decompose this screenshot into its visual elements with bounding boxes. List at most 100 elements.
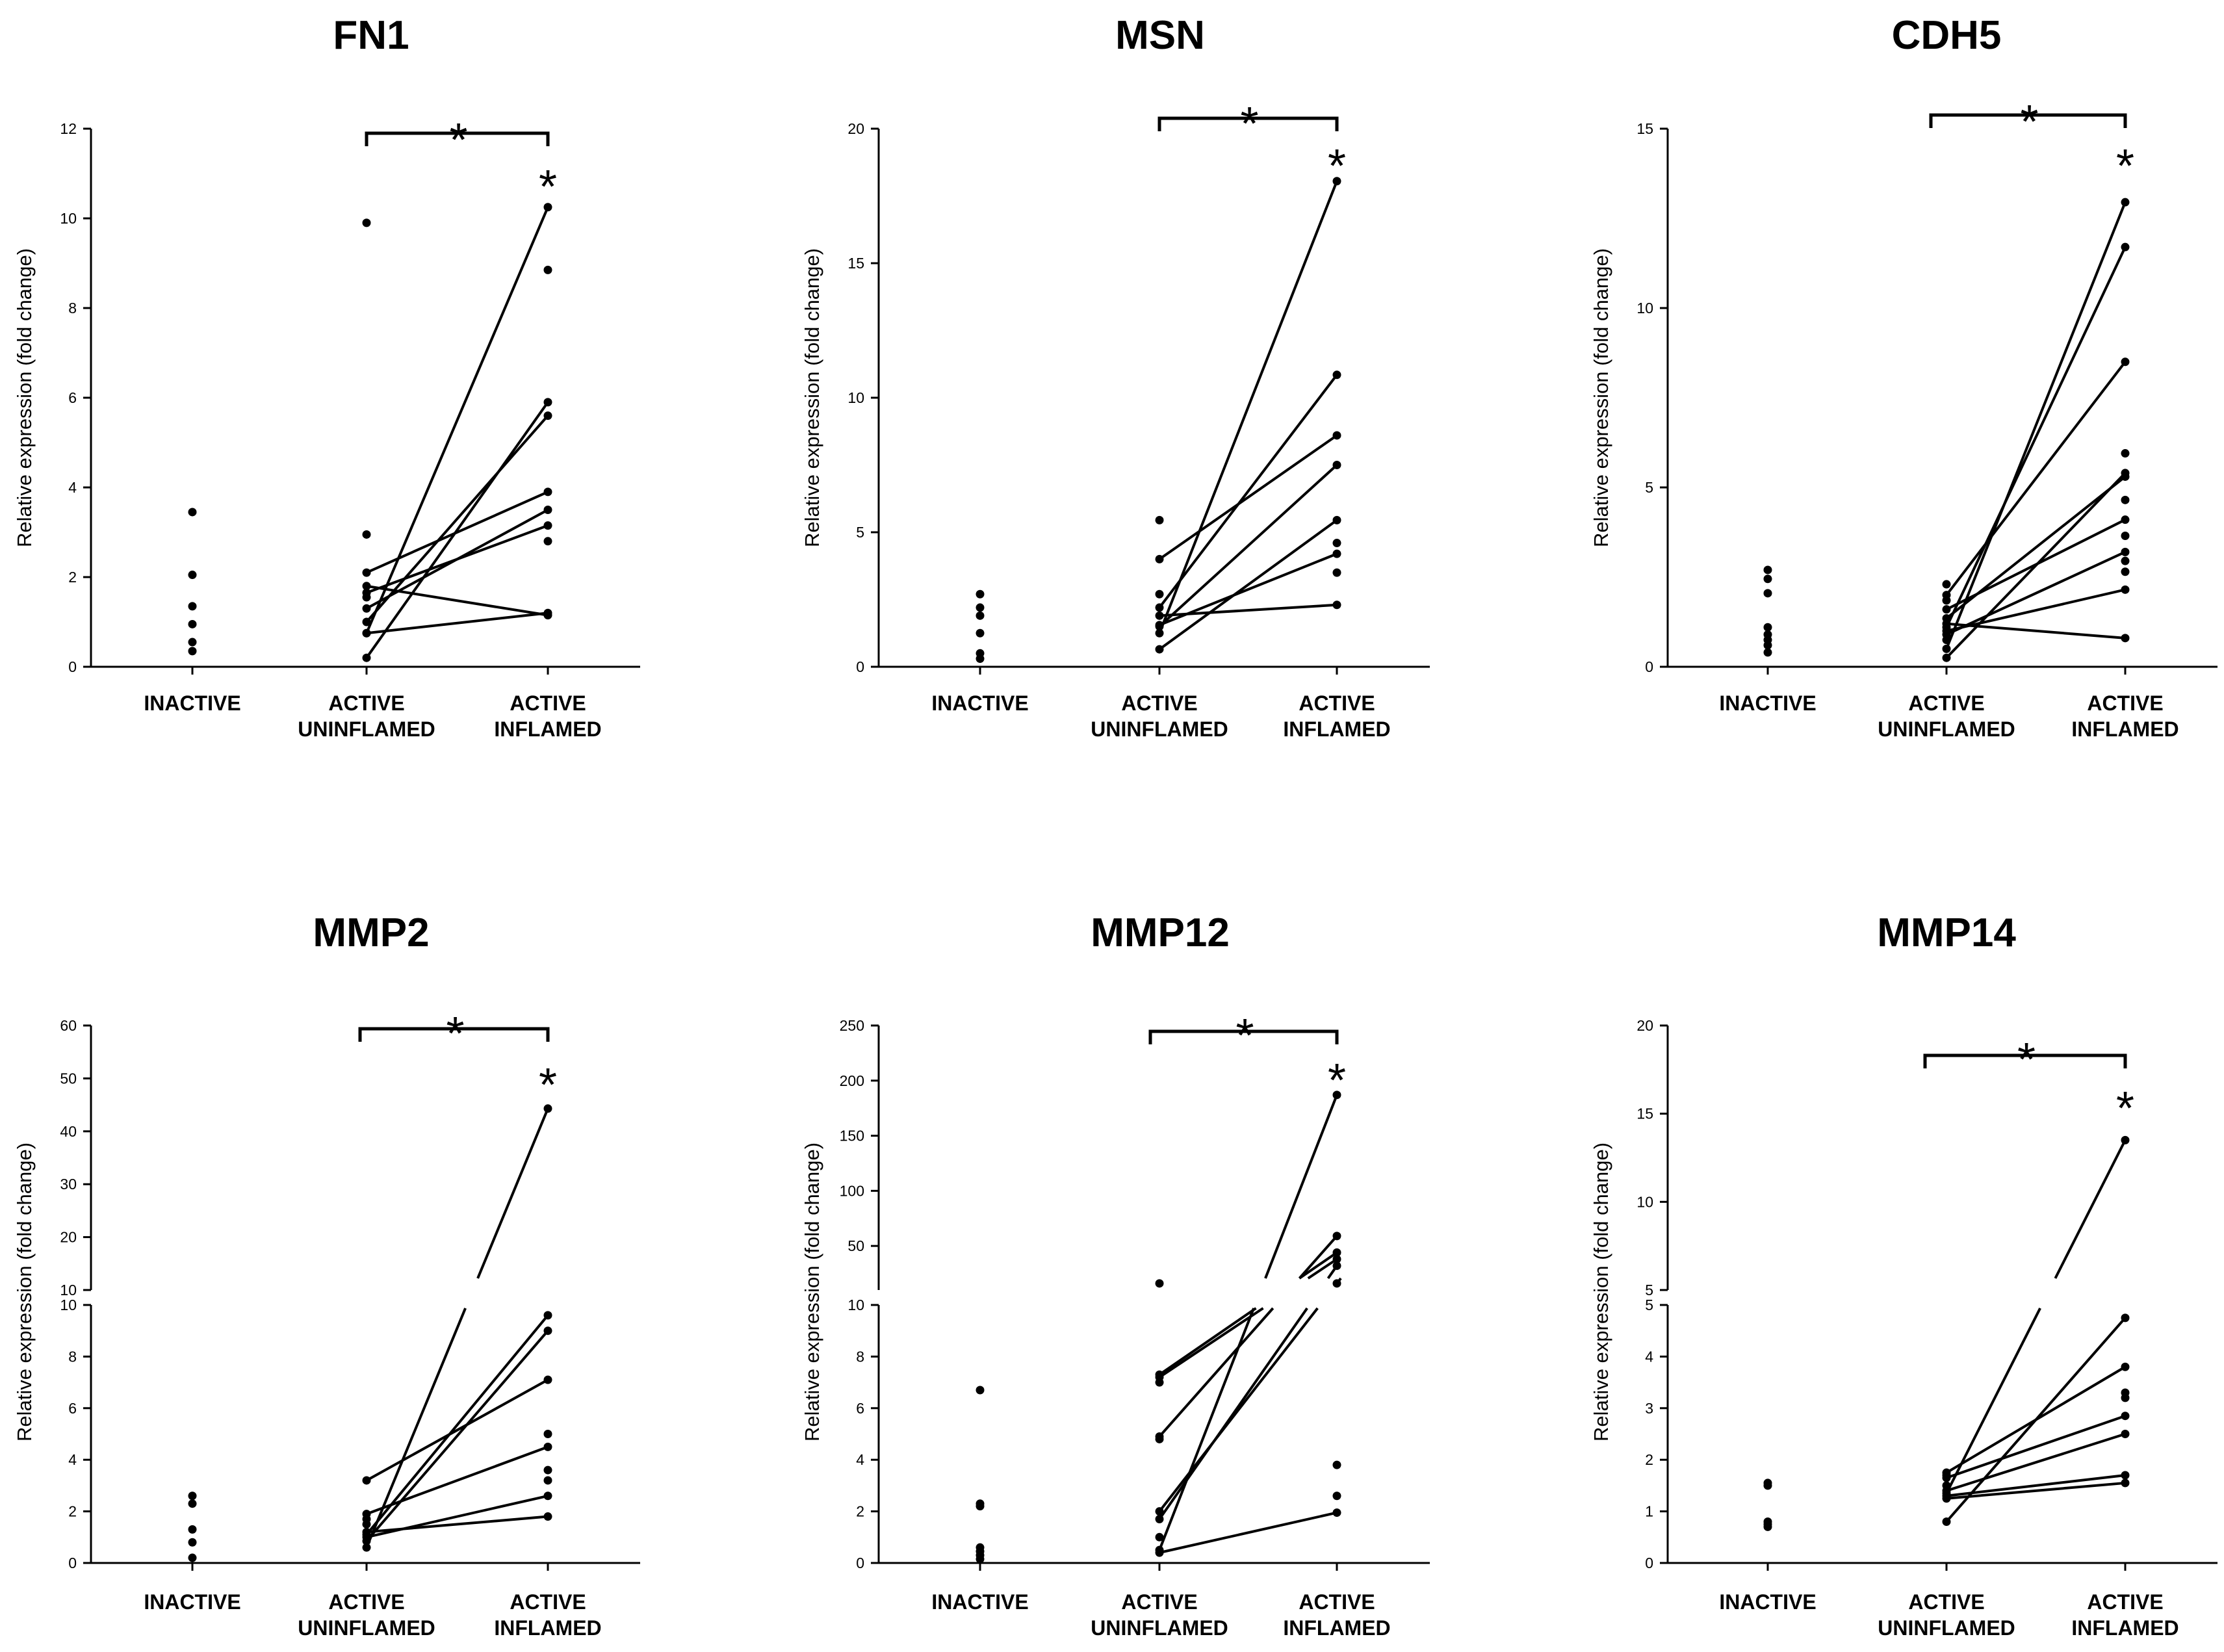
pair-line — [1158, 464, 1338, 628]
data-point — [1942, 1471, 1951, 1480]
data-point — [1763, 574, 1772, 584]
data-point — [543, 608, 552, 617]
x-tick-label: ACTIVE — [510, 691, 586, 715]
x-tick-label: INACTIVE — [144, 1590, 240, 1614]
pair-line — [1946, 588, 2126, 632]
y-tick-label: 2 — [68, 1503, 77, 1520]
x-tick-label: INFLAMED — [2071, 717, 2179, 741]
y-axis-label: Relative expression (fold change) — [801, 1142, 823, 1441]
data-point — [362, 617, 371, 626]
x-tick-label: UNINFLAMED — [1878, 1616, 2015, 1640]
data-point — [188, 602, 197, 611]
data-point — [1763, 648, 1772, 657]
data-point — [2121, 357, 2130, 367]
x-tick-label: ACTIVE — [1299, 691, 1375, 715]
data-point — [1942, 580, 1951, 589]
y-tick-label: 5 — [1645, 1297, 1653, 1313]
data-point — [543, 1442, 552, 1451]
data-point — [2121, 1393, 2130, 1402]
data-point — [1942, 626, 1951, 636]
data-point — [2121, 1412, 2130, 1421]
data-point — [2121, 198, 2130, 207]
pair-line — [365, 206, 549, 634]
pair-line — [1158, 1307, 1308, 1520]
data-point — [1332, 600, 1341, 610]
pair-line — [366, 1445, 549, 1516]
y-tick-label: 20 — [847, 120, 864, 137]
data-point — [543, 398, 552, 407]
y-tick-label: 20 — [1636, 1017, 1653, 1034]
significance-bracket — [1148, 1029, 1339, 1044]
pair-line — [1946, 1414, 2126, 1479]
point-asterisk: * — [2116, 140, 2134, 192]
data-point — [976, 1386, 985, 1395]
y-tick-label: 10 — [847, 1297, 864, 1313]
data-point — [1155, 621, 1164, 630]
x-tick-label: ACTIVE — [1908, 691, 1984, 715]
data-point — [188, 571, 197, 580]
data-point — [362, 1543, 371, 1552]
data-point — [1763, 1481, 1772, 1490]
data-point — [2121, 1313, 2130, 1323]
data-point — [1155, 515, 1164, 524]
bracket-asterisk: * — [446, 1008, 464, 1060]
data-point — [1155, 603, 1164, 612]
bracket-asterisk: * — [449, 114, 467, 166]
data-point — [1332, 539, 1341, 548]
data-point — [2121, 634, 2130, 643]
x-tick-label: UNINFLAMED — [1878, 717, 2015, 741]
chart-title: MMP14 — [1877, 910, 2016, 955]
pair-line — [1946, 550, 2126, 636]
y-tick-label: 0 — [1645, 658, 1653, 675]
y-tick-label: 50 — [847, 1237, 864, 1254]
data-point — [2121, 585, 2130, 594]
data-point — [543, 1430, 552, 1438]
y-tick-label: 20 — [60, 1229, 77, 1246]
chart-title: FN1 — [333, 13, 409, 58]
chart-title: MSN — [1115, 13, 1205, 58]
point-asterisk: * — [539, 1059, 557, 1111]
y-tick-label: 50 — [60, 1070, 77, 1087]
data-point — [976, 589, 985, 599]
data-point — [1155, 1515, 1164, 1524]
y-tick-label: 10 — [60, 1297, 77, 1313]
data-point — [1763, 589, 1772, 598]
data-point — [188, 1491, 197, 1501]
x-tick-label: INFLAMED — [494, 1616, 601, 1640]
data-point — [2121, 547, 2130, 556]
x-tick-label: ACTIVE — [328, 1590, 404, 1614]
data-point — [1332, 1091, 1341, 1100]
y-tick-label: 10 — [1636, 1193, 1653, 1210]
point-asterisk: * — [539, 161, 557, 213]
data-point — [1155, 1434, 1164, 1443]
pair-line — [1158, 374, 1338, 609]
chart-panel-mmp2: MMP2 Relative expression (fold change) 10 2… — [13, 910, 640, 1640]
bracket-asterisk: * — [2020, 96, 2038, 148]
pair-line — [366, 1515, 549, 1534]
data-point — [1942, 1517, 1951, 1526]
point-asterisk: * — [1328, 140, 1346, 192]
significance-bracket — [1929, 113, 2127, 128]
data-point — [543, 1512, 552, 1521]
pair-line — [1298, 1235, 1338, 1280]
data-point — [1763, 565, 1772, 574]
y-tick-label: 200 — [840, 1072, 864, 1089]
x-tick-label: UNINFLAMED — [298, 1616, 435, 1640]
y-tick-label: 5 — [856, 524, 864, 541]
y-tick-label: 10 — [60, 1282, 77, 1298]
data-point — [976, 628, 985, 638]
data-point — [362, 653, 371, 662]
y-tick-label: 15 — [1636, 1105, 1653, 1122]
data-point — [1332, 1255, 1341, 1264]
pair-line — [365, 1308, 467, 1548]
data-point — [543, 487, 552, 497]
chart-title: CDH5 — [1892, 13, 2002, 58]
significance-bracket — [1157, 116, 1339, 131]
pair-line — [1946, 518, 2126, 611]
data-point — [543, 411, 552, 420]
pair-line — [365, 401, 549, 659]
data-point — [1332, 515, 1341, 524]
data-point — [2121, 1362, 2130, 1371]
y-tick-label: 10 — [60, 210, 77, 227]
chart-panel-msn: MSN Relative expression (fold change) 0 5 10… — [801, 13, 1430, 741]
